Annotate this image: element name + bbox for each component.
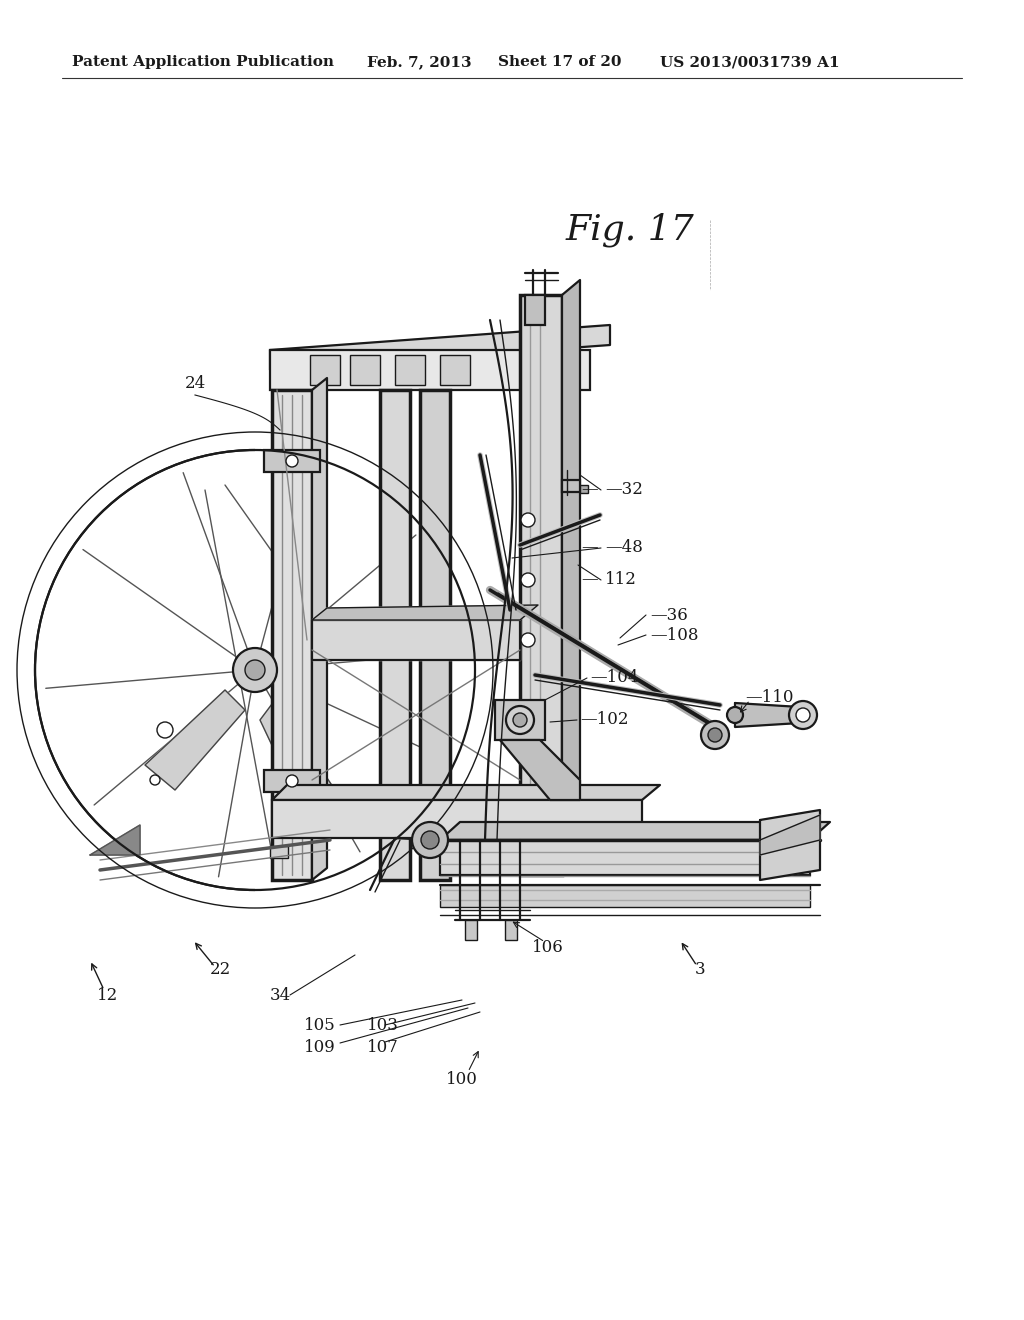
Circle shape	[521, 634, 535, 647]
Bar	[440, 840, 810, 875]
Polygon shape	[312, 605, 538, 620]
Text: —104: —104	[590, 669, 639, 686]
Text: —: —	[582, 572, 598, 589]
Circle shape	[708, 729, 722, 742]
Bar	[380, 389, 410, 880]
Polygon shape	[90, 825, 140, 855]
Text: US 2013/0031739 A1: US 2013/0031739 A1	[660, 55, 840, 69]
Circle shape	[157, 722, 173, 738]
Circle shape	[513, 713, 527, 727]
Circle shape	[245, 660, 265, 680]
Bar	[272, 800, 642, 838]
Text: —48: —48	[605, 540, 643, 557]
Circle shape	[796, 708, 810, 722]
Text: —108: —108	[650, 627, 698, 644]
Bar	[264, 770, 319, 792]
Text: —36: —36	[650, 606, 688, 623]
Text: —102: —102	[580, 711, 629, 729]
Text: 107: 107	[367, 1040, 399, 1056]
Polygon shape	[760, 814, 820, 855]
Bar	[562, 480, 580, 492]
Text: 106: 106	[532, 940, 564, 957]
Bar	[270, 846, 288, 858]
Bar	[525, 294, 545, 325]
Circle shape	[506, 706, 534, 734]
Polygon shape	[735, 704, 800, 727]
Polygon shape	[760, 810, 820, 880]
Bar	[440, 355, 470, 385]
Bar	[270, 350, 590, 389]
Bar	[580, 484, 588, 492]
Text: Sheet 17 of 20: Sheet 17 of 20	[498, 55, 622, 69]
Text: 34: 34	[269, 986, 291, 1003]
Circle shape	[521, 573, 535, 587]
Circle shape	[286, 775, 298, 787]
Text: —: —	[582, 482, 598, 499]
Bar	[465, 920, 477, 940]
Text: Patent Application Publication: Patent Application Publication	[72, 55, 334, 69]
Circle shape	[701, 721, 729, 748]
Circle shape	[286, 455, 298, 467]
Text: 12: 12	[97, 986, 119, 1003]
Text: 112: 112	[605, 572, 637, 589]
Circle shape	[727, 708, 743, 723]
Text: Feb. 7, 2013: Feb. 7, 2013	[367, 55, 472, 69]
Bar	[520, 294, 562, 875]
Bar	[395, 355, 425, 385]
Text: 100: 100	[446, 1072, 478, 1089]
Polygon shape	[312, 378, 327, 880]
Circle shape	[421, 832, 439, 849]
Bar	[420, 389, 450, 880]
Circle shape	[790, 701, 817, 729]
Text: Fig. 17: Fig. 17	[565, 213, 694, 247]
Circle shape	[521, 513, 535, 527]
Text: —110: —110	[745, 689, 794, 706]
Polygon shape	[312, 620, 520, 660]
Text: 103: 103	[367, 1016, 399, 1034]
Bar	[264, 450, 319, 473]
Polygon shape	[500, 741, 580, 800]
Text: —32: —32	[605, 482, 643, 499]
Bar	[272, 389, 312, 880]
Circle shape	[233, 648, 278, 692]
Bar	[310, 355, 340, 385]
Polygon shape	[270, 325, 610, 370]
Polygon shape	[562, 280, 580, 875]
Polygon shape	[145, 690, 245, 789]
Polygon shape	[272, 785, 660, 800]
Text: —: —	[582, 540, 598, 557]
Text: 3: 3	[694, 961, 706, 978]
Polygon shape	[260, 700, 335, 814]
Text: 24: 24	[184, 375, 206, 392]
Bar	[440, 884, 810, 907]
Text: 105: 105	[304, 1016, 336, 1034]
Bar	[350, 355, 380, 385]
Bar	[495, 700, 545, 741]
Polygon shape	[440, 822, 830, 840]
Text: 22: 22	[209, 961, 230, 978]
Bar	[505, 920, 517, 940]
Text: 109: 109	[304, 1040, 336, 1056]
Circle shape	[412, 822, 449, 858]
Circle shape	[150, 775, 160, 785]
